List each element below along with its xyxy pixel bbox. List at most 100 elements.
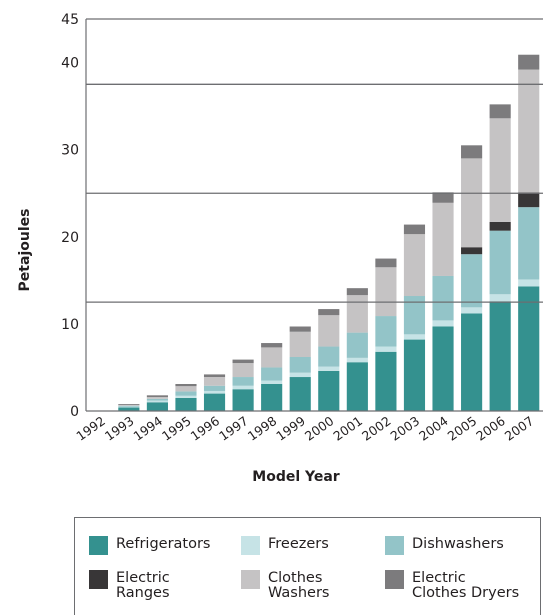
bar-clothes-washers-1996 bbox=[203, 377, 226, 386]
x-axis-title: Model Year bbox=[252, 469, 340, 485]
legend-swatch bbox=[89, 536, 108, 555]
x-tick-label: 2000 bbox=[302, 413, 337, 444]
x-tick-label: 1996 bbox=[188, 413, 223, 444]
bar-clothes-washers-2005 bbox=[461, 158, 483, 248]
y-axis-ticks: 0 10 20 30 40 45 bbox=[61, 12, 79, 420]
bar-refrigerators-2004 bbox=[432, 326, 454, 411]
bar-clothes-washers-1993 bbox=[118, 404, 140, 406]
bar-refrigerators-2003 bbox=[403, 339, 426, 411]
bar-electric-clothes-dryers-2006 bbox=[489, 104, 511, 119]
x-tick-label: 1994 bbox=[130, 413, 165, 444]
x-axis-ticks: 1992199319941995199619971998199920002001… bbox=[73, 413, 536, 444]
x-tick-label: 2002 bbox=[359, 413, 394, 444]
bar-dishwashers-1993 bbox=[118, 405, 140, 407]
bar-refrigerators-2001 bbox=[346, 362, 368, 411]
y-tick-label: 45 bbox=[61, 12, 79, 28]
bar-clothes-washers-2006 bbox=[489, 118, 511, 222]
bar-clothes-washers-1994 bbox=[146, 397, 168, 399]
bar-electric-clothes-dryers-1995 bbox=[175, 384, 197, 387]
legend-item-electric-ranges: Electric Ranges bbox=[89, 570, 170, 601]
x-tick-label: 2007 bbox=[502, 413, 537, 444]
bar-electric-clothes-dryers-2007 bbox=[518, 54, 540, 70]
bar-electric-clothes-dryers-1993 bbox=[118, 404, 140, 405]
bar-refrigerators-1998 bbox=[261, 384, 283, 411]
legend-item-electric-clothes-dryers: Electric Clothes Dryers bbox=[385, 570, 520, 601]
bar-freezers-1999 bbox=[289, 372, 311, 378]
bar-refrigerators-2002 bbox=[375, 351, 397, 411]
bar-freezers-2006 bbox=[489, 294, 511, 302]
bar-freezers-2002 bbox=[375, 346, 397, 352]
y-axis-title: Petajoules bbox=[17, 209, 33, 292]
x-tick-label: 2004 bbox=[416, 413, 451, 444]
bar-freezers-1998 bbox=[261, 380, 283, 384]
bar-electric-clothes-dryers-1998 bbox=[261, 343, 283, 348]
bar-freezers-2007 bbox=[518, 279, 540, 287]
bar-dishwashers-2003 bbox=[403, 296, 426, 335]
reference-lines bbox=[86, 83, 543, 303]
legend: Refrigerators Freezers Dishwashers Electric… bbox=[74, 517, 541, 615]
y-tick-label: 40 bbox=[61, 56, 79, 72]
bar-freezers-2000 bbox=[318, 366, 340, 371]
legend-label: Electric Ranges bbox=[116, 570, 170, 601]
bar-clothes-washers-2001 bbox=[346, 295, 368, 333]
bar-freezers-2003 bbox=[403, 334, 426, 340]
bar-freezers-1994 bbox=[146, 400, 168, 403]
bar-refrigerators-2007 bbox=[518, 286, 540, 411]
bar-freezers-1997 bbox=[232, 385, 254, 390]
x-tick-label: 1993 bbox=[102, 413, 137, 444]
x-tick-label: 2005 bbox=[445, 413, 480, 444]
legend-label: Electric Clothes Dryers bbox=[412, 570, 520, 601]
bar-refrigerators-1997 bbox=[232, 389, 254, 411]
bar-dishwashers-2000 bbox=[318, 346, 340, 367]
bar-dishwashers-2001 bbox=[346, 332, 368, 358]
bar-dishwashers-1999 bbox=[289, 356, 311, 373]
bar-freezers-1996 bbox=[203, 390, 226, 394]
legend-item-refrigerators: Refrigerators bbox=[89, 536, 210, 555]
legend-swatch bbox=[241, 570, 260, 589]
bar-refrigerators-2006 bbox=[489, 301, 511, 411]
bar-refrigerators-1993 bbox=[118, 407, 140, 411]
legend-swatch bbox=[89, 570, 108, 589]
bar-refrigerators-2005 bbox=[461, 313, 483, 411]
bar-electric-clothes-dryers-2003 bbox=[403, 224, 426, 235]
x-tick-label: 1995 bbox=[159, 413, 194, 444]
bar-clothes-washers-2002 bbox=[375, 267, 397, 317]
bar-electric-clothes-dryers-2001 bbox=[346, 288, 368, 296]
bar-freezers-2005 bbox=[461, 307, 483, 314]
bar-clothes-washers-1997 bbox=[232, 363, 254, 378]
x-tick-label: 1999 bbox=[273, 413, 308, 444]
bar-dishwashers-1994 bbox=[146, 398, 168, 401]
bar-dishwashers-1998 bbox=[261, 367, 283, 381]
legend-swatch bbox=[385, 570, 404, 589]
bar-electric-clothes-dryers-2002 bbox=[375, 258, 397, 268]
bar-refrigerators-1995 bbox=[175, 397, 197, 411]
legend-item-dishwashers: Dishwashers bbox=[385, 536, 504, 555]
bar-refrigerators-2000 bbox=[318, 370, 340, 411]
bar-dishwashers-1996 bbox=[203, 385, 226, 391]
bar-clothes-washers-1995 bbox=[175, 386, 197, 392]
bar-refrigerators-1994 bbox=[146, 402, 168, 411]
y-tick-label: 0 bbox=[70, 404, 79, 420]
bar-freezers-2001 bbox=[346, 357, 368, 363]
x-tick-label: 1998 bbox=[245, 413, 280, 444]
bar-electric-clothes-dryers-1994 bbox=[146, 395, 168, 398]
legend-item-clothes-washers: Clothes Washers bbox=[241, 570, 329, 601]
bar-refrigerators-1996 bbox=[203, 393, 226, 411]
legend-swatch bbox=[385, 536, 404, 555]
bar-freezers-1993 bbox=[118, 406, 140, 408]
bar-dishwashers-2006 bbox=[489, 230, 511, 295]
legend-item-freezers: Freezers bbox=[241, 536, 329, 555]
bar-electric-clothes-dryers-1997 bbox=[232, 359, 254, 364]
bar-electric-clothes-dryers-2004 bbox=[432, 192, 454, 203]
bar-dishwashers-2004 bbox=[432, 275, 454, 321]
bar-clothes-washers-1998 bbox=[261, 347, 283, 368]
x-tick-label: 2001 bbox=[330, 413, 365, 444]
bar-electric-clothes-dryers-2005 bbox=[461, 145, 483, 159]
bar-electric-ranges-2005 bbox=[461, 247, 483, 255]
bar-clothes-washers-2004 bbox=[432, 202, 454, 276]
bar-electric-clothes-dryers-1999 bbox=[289, 326, 311, 332]
bar-refrigerators-1999 bbox=[289, 377, 311, 411]
bar-dishwashers-2002 bbox=[375, 316, 397, 347]
bar-freezers-1995 bbox=[175, 395, 197, 398]
bar-electric-clothes-dryers-1996 bbox=[203, 374, 226, 378]
